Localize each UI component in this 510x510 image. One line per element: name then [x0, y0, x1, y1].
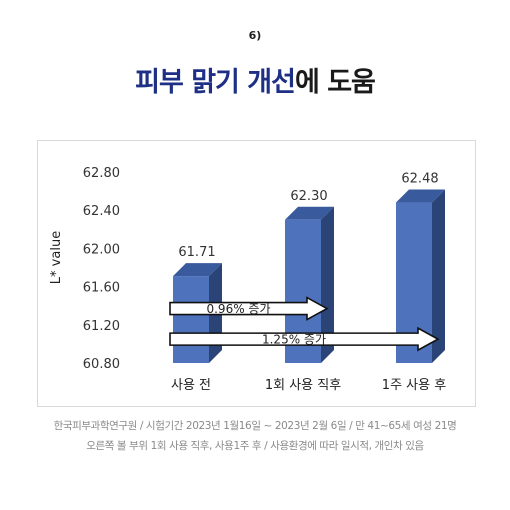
y-tick-label: 62.40	[83, 204, 120, 219]
increase-arrows: 0.96% 증가 1.25% 증가	[169, 296, 440, 352]
title-rest: 에 도움	[294, 67, 376, 98]
footnote-source: 한국피부과학연구원 / 시험기간 2023년 1월16일 ~ 2023년 2월 …	[53, 420, 457, 432]
bar-front	[173, 276, 209, 363]
y-axis-title: L* value	[49, 231, 64, 284]
increase-arrow: 1.25% 증가	[169, 326, 440, 352]
increase-arrow: 0.96% 증가	[169, 296, 329, 321]
value-label: 61.71	[178, 245, 215, 260]
value-labels: 61.71 62.30 62.48	[178, 172, 438, 261]
value-label: 62.48	[401, 172, 438, 187]
arrow-shape	[169, 326, 440, 352]
y-axis-ticks: 60.80 61.20 61.60 62.00 62.40 62.80	[83, 166, 120, 372]
category-label: 1회 사용 직후	[265, 378, 341, 393]
bar-top	[396, 189, 445, 203]
y-tick-label: 61.60	[83, 281, 120, 296]
y-tick-label: 62.80	[83, 166, 120, 181]
page-title: 피부 맑기 개선에 도움	[0, 60, 510, 99]
arrow-label: 1.25% 증가	[262, 333, 326, 347]
y-tick-label: 61.20	[83, 319, 120, 334]
value-label: 62.30	[290, 189, 327, 204]
step-number: 6)	[248, 29, 262, 42]
bar-top	[285, 206, 334, 220]
bar-side	[321, 206, 334, 363]
y-tick-label: 60.80	[83, 357, 120, 372]
category-labels: 사용 전 1회 사용 직후 1주 사용 후	[171, 378, 446, 393]
category-label: 1주 사용 후	[382, 378, 446, 393]
title-accent: 피부 맑기 개선	[135, 67, 296, 98]
y-tick-label: 62.00	[83, 242, 120, 257]
chart-frame: 60.80 61.20 61.60 62.00 62.40 62.80 L* value …	[37, 140, 476, 407]
category-label: 사용 전	[171, 378, 211, 393]
bar-top	[173, 263, 222, 277]
bar-side	[432, 189, 445, 363]
arrow-label: 0.96% 증가	[206, 302, 270, 316]
footnote-conditions: 오른쪽 볼 부위 1회 사용 직후, 사용1주 후 / 사용환경에 따라 일시적…	[86, 440, 424, 452]
y-axis: L* value	[49, 231, 64, 284]
arrow-shape	[169, 296, 329, 321]
